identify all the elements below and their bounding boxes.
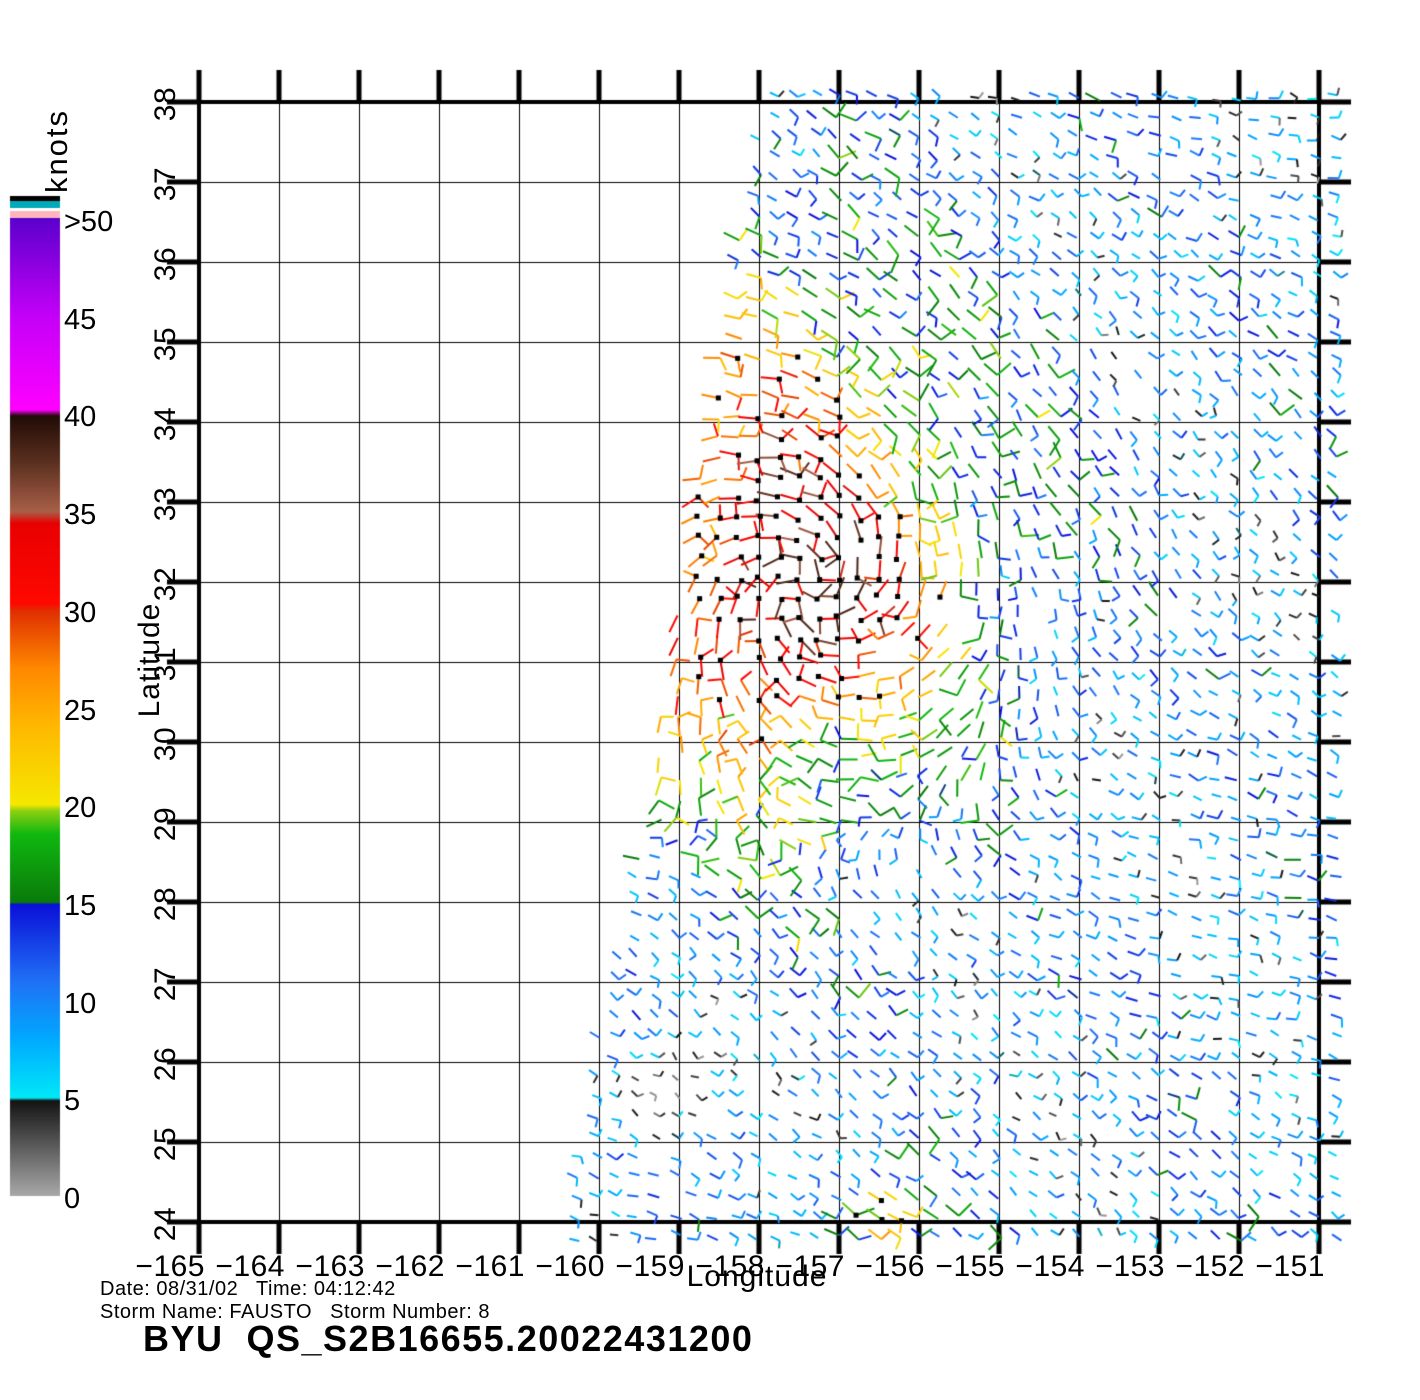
- x-tick-label: −159: [615, 1250, 685, 1283]
- colorbar-tick-label: 15: [64, 889, 97, 922]
- x-tick-label: −152: [1175, 1250, 1245, 1283]
- x-tick-label: −151: [1255, 1250, 1325, 1283]
- x-tick-label: −162: [375, 1250, 445, 1283]
- x-axis-title: Longitude: [686, 1260, 828, 1293]
- storm-info-line: Storm Name: FAUSTO Storm Number: 8: [100, 1301, 490, 1323]
- x-tick-label: −163: [295, 1250, 365, 1283]
- x-tick-label: −154: [1015, 1250, 1085, 1283]
- x-tick-label: −157: [775, 1250, 845, 1283]
- colorbar-tick-label: 45: [64, 303, 97, 336]
- colorbar-tick-label: 30: [64, 596, 97, 629]
- colorbar-tick-label: 40: [64, 401, 97, 434]
- date-time-line: Date: 08/31/02 Time: 04:12:42: [100, 1278, 396, 1300]
- x-tick-label: −165: [135, 1250, 205, 1283]
- x-tick-label: −164: [215, 1250, 285, 1283]
- colorbar-tick-label: >50: [64, 206, 114, 238]
- colorbar-tick-label: 10: [64, 987, 97, 1020]
- colorbar-tick-label: 20: [64, 792, 97, 825]
- x-tick-label: −153: [1095, 1250, 1165, 1283]
- x-tick-label: −160: [535, 1250, 605, 1283]
- colorbar-tick-label: 0: [64, 1183, 81, 1215]
- x-tick-label: −158: [695, 1250, 765, 1283]
- colorbar-tick-label: 25: [64, 694, 97, 727]
- x-tick-label: −161: [455, 1250, 525, 1283]
- colorbar-tick-label: 35: [64, 499, 97, 532]
- plot-title: BYU QS_S2B16655.20022431200: [143, 1318, 754, 1359]
- y-tick-label: 38: [149, 86, 182, 122]
- colorbar-tick-label: 5: [64, 1085, 81, 1118]
- colorbar-units-label: knots: [39, 108, 74, 194]
- x-tick-label: −155: [935, 1250, 1005, 1283]
- y-axis-title: Latitude: [133, 602, 166, 718]
- x-tick-label: −156: [855, 1250, 925, 1283]
